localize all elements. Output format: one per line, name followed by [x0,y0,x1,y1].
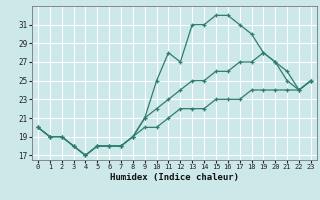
X-axis label: Humidex (Indice chaleur): Humidex (Indice chaleur) [110,173,239,182]
